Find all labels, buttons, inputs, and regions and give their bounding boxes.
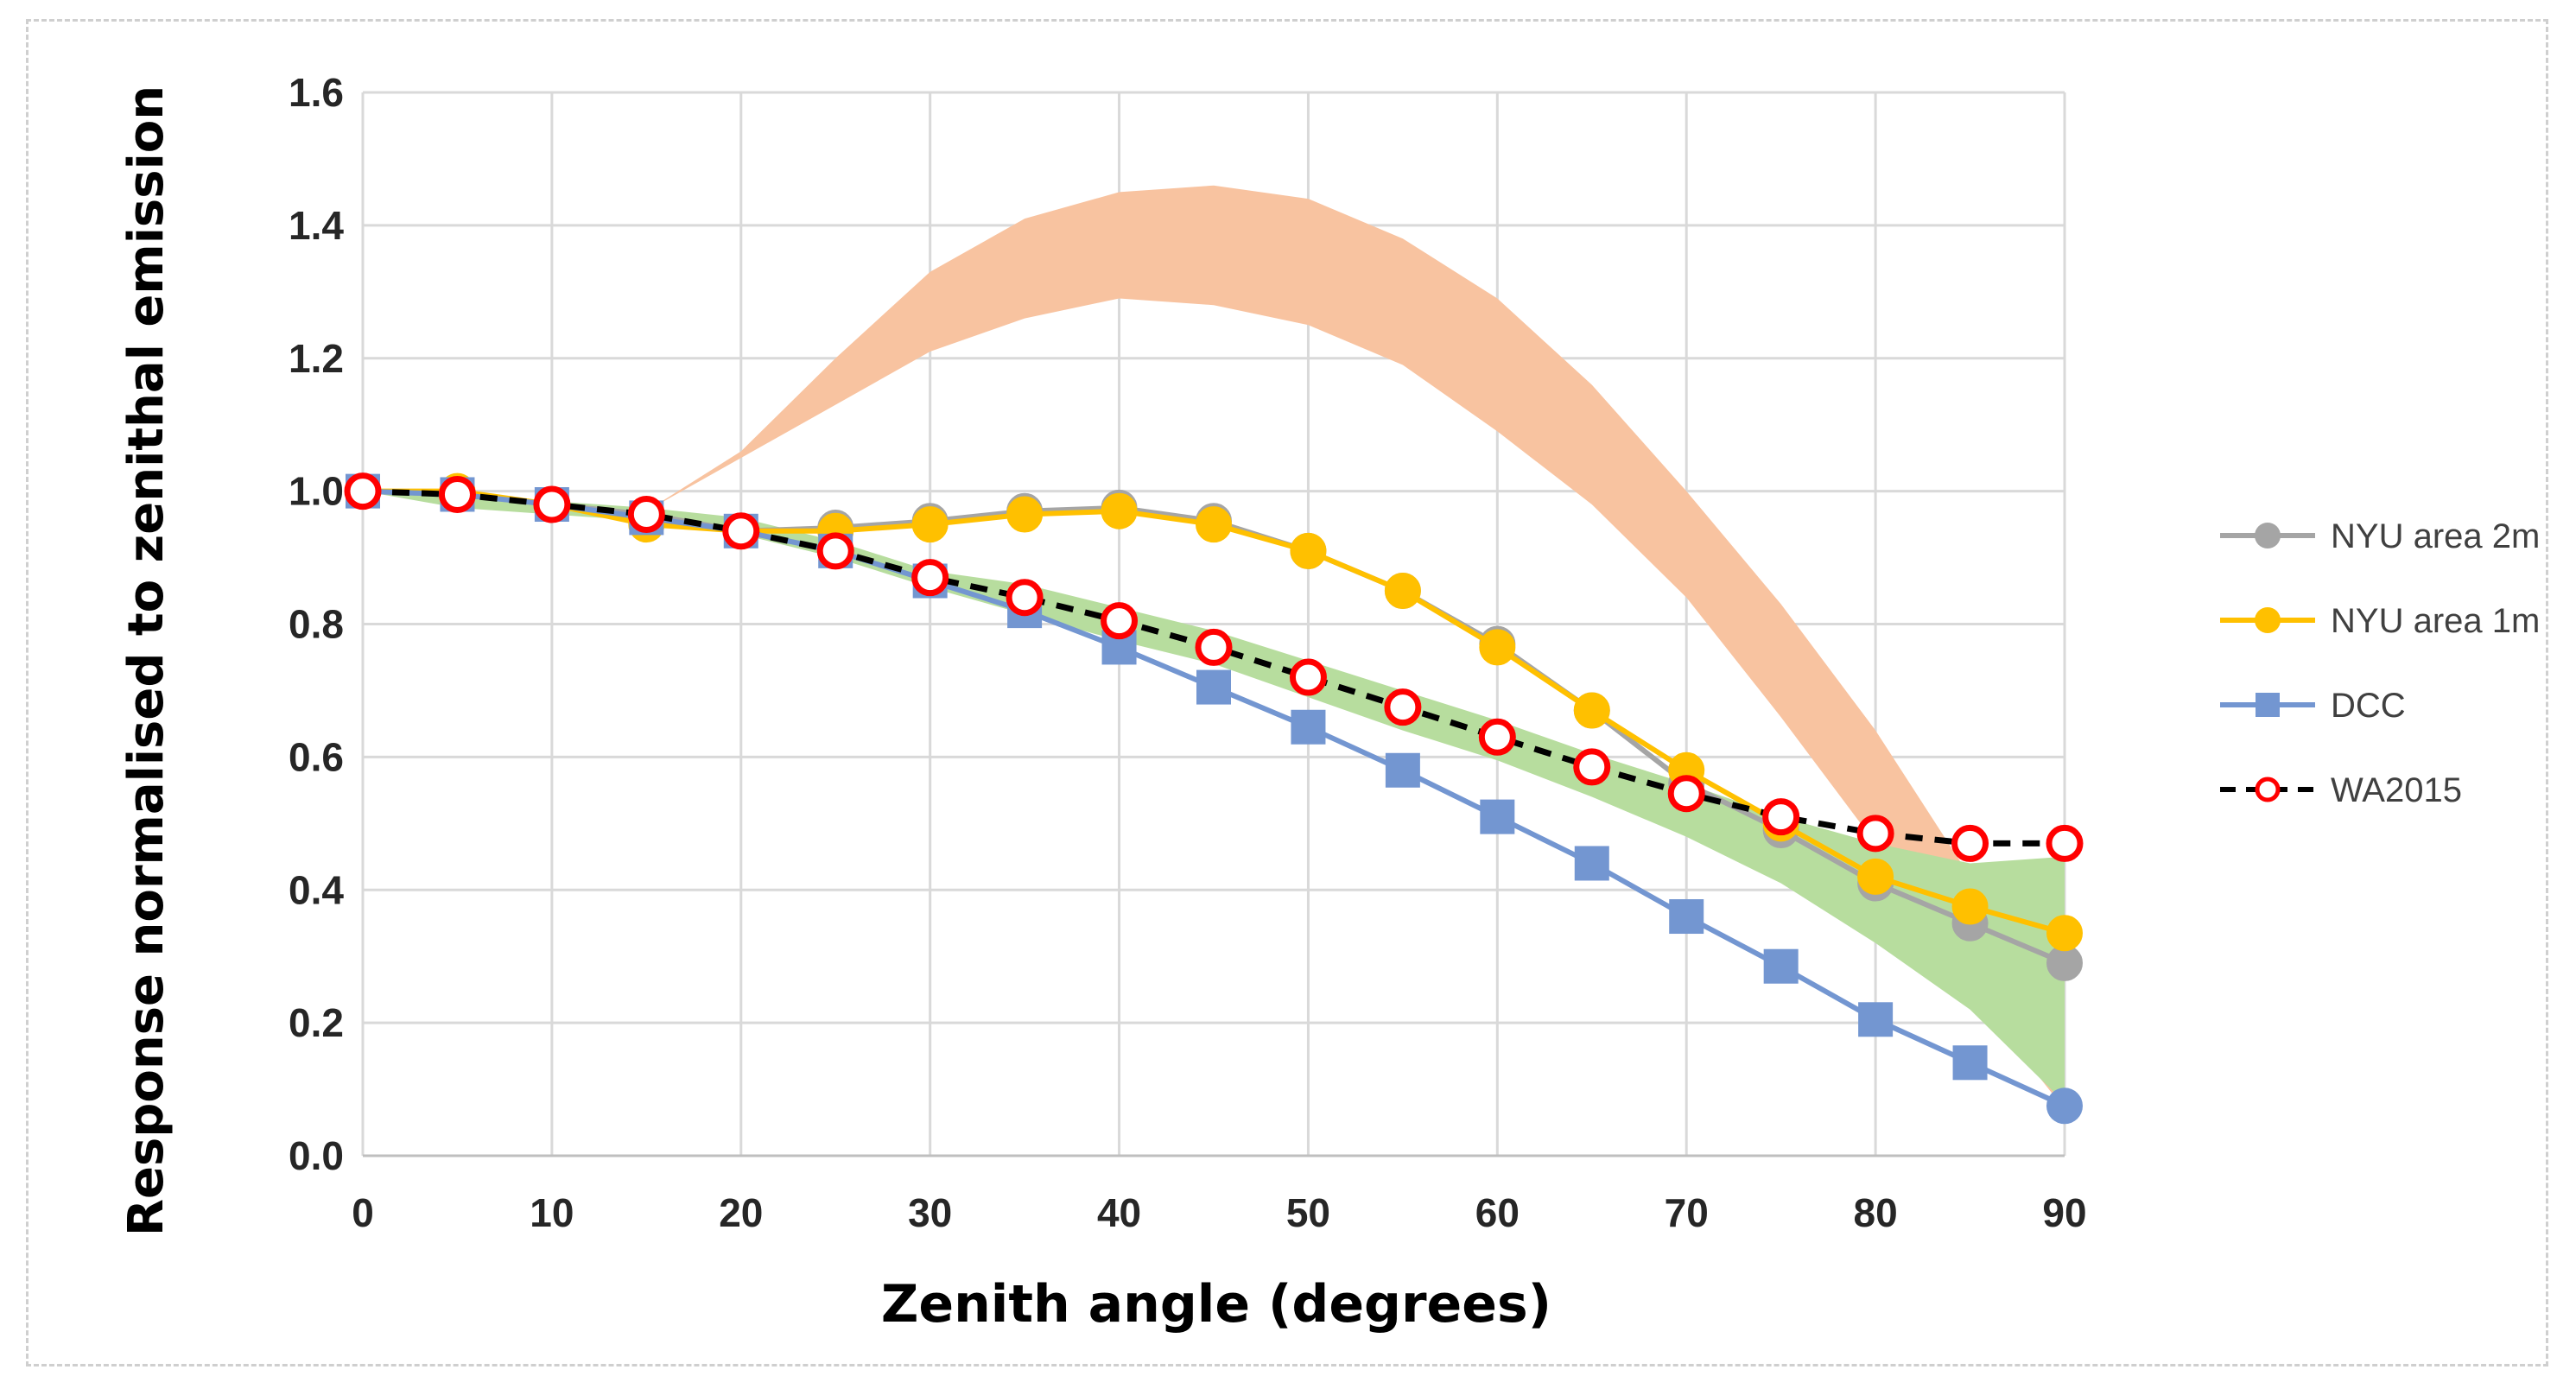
data-point <box>2046 915 2083 952</box>
legend-marker <box>2256 693 2280 717</box>
legend-item: NYU area 2m <box>2220 517 2540 555</box>
x-tick-label: 20 <box>719 1190 763 1235</box>
data-point <box>1479 629 1516 666</box>
x-tick-label: 70 <box>1665 1190 1709 1235</box>
data-point <box>1196 669 1231 705</box>
data-point <box>1669 899 1704 935</box>
data-point <box>533 485 571 523</box>
series-lines <box>344 472 2084 1125</box>
legend-label: NYU area 1m <box>2331 602 2540 640</box>
x-tick-label: 50 <box>1286 1190 1330 1235</box>
series-dcc <box>346 473 2083 1125</box>
data-point <box>1101 602 1139 640</box>
y-tick-label: 0.8 <box>289 602 344 647</box>
legend-marker <box>2255 607 2281 633</box>
legend-label: DCC <box>2331 687 2406 725</box>
legend-label: WA2015 <box>2331 771 2462 809</box>
data-point <box>1385 752 1420 788</box>
data-point <box>1573 748 1611 786</box>
data-point <box>1384 573 1421 610</box>
y-tick-label: 1.2 <box>289 336 344 381</box>
y-tick-label: 0.0 <box>289 1133 344 1178</box>
x-tick-label: 0 <box>352 1190 374 1235</box>
chart-frame <box>26 19 2548 1366</box>
data-point <box>1573 692 1610 729</box>
legend-marker <box>2255 777 2281 802</box>
data-point <box>1951 824 1989 862</box>
data-point <box>1856 815 1894 853</box>
data-point <box>1951 888 1989 925</box>
legend-marker <box>2255 523 2281 548</box>
y-tick-label: 0.2 <box>289 1000 344 1045</box>
data-point <box>816 532 854 570</box>
gridlines <box>361 91 2066 1157</box>
orange-band <box>646 185 2065 1110</box>
x-tick-label: 90 <box>2042 1190 2086 1235</box>
data-point <box>1290 532 1327 569</box>
x-tick-label: 10 <box>530 1190 574 1235</box>
y-tick-label: 1.0 <box>289 469 344 514</box>
data-point <box>1384 688 1422 726</box>
legend: NYU area 2m NYU area 1m DCC WA2015 <box>2220 517 2540 809</box>
legend-item: DCC <box>2220 687 2406 725</box>
data-point <box>1006 579 1044 617</box>
x-tick-label: 60 <box>1475 1190 1520 1235</box>
data-point <box>1006 496 1044 533</box>
data-point <box>344 472 382 510</box>
y-tick-label: 1.4 <box>289 203 344 248</box>
data-point <box>1101 492 1138 529</box>
data-point <box>911 506 949 543</box>
y-tick-label: 0.4 <box>289 867 344 912</box>
data-point <box>1196 506 1232 543</box>
data-point <box>627 496 665 534</box>
data-point <box>722 512 760 550</box>
x-axis-title: Zenith angle (degrees) <box>881 1274 1551 1335</box>
legend-item: NYU area 1m <box>2220 602 2540 640</box>
data-point <box>1574 846 1609 881</box>
legend-item: WA2015 <box>2220 771 2462 809</box>
y-tick-label: 0.6 <box>289 734 344 779</box>
data-point <box>1289 658 1327 696</box>
green-band <box>363 491 2065 1103</box>
y-axis-title: Response normalised to zenithal emission <box>118 86 174 1236</box>
data-point <box>1762 798 1800 836</box>
data-point <box>1478 718 1516 756</box>
data-point <box>438 475 476 513</box>
data-point <box>1667 775 1705 813</box>
data-point <box>1858 1002 1894 1037</box>
tick-labels: 0.0 0.2 0.4 0.6 0.8 1.0 1.2 1.4 1.6 0 10 20 30 40 50 60… <box>289 70 2087 1235</box>
data-point <box>1480 799 1515 834</box>
data-point <box>911 559 949 597</box>
data-point <box>1291 709 1326 745</box>
data-point <box>1763 948 1799 984</box>
series-wa2015 <box>344 472 2084 862</box>
data-point <box>1195 628 1233 666</box>
legend-label: NYU area 2m <box>2331 517 2540 555</box>
x-tick-label: 30 <box>908 1190 952 1235</box>
series-line <box>362 488 2066 1109</box>
data-point <box>2046 824 2084 862</box>
x-tick-label: 40 <box>1097 1190 1141 1235</box>
bands <box>363 185 2065 1110</box>
data-point <box>1952 1045 1988 1081</box>
data-point <box>2046 1087 2083 1125</box>
data-point <box>1857 858 1894 895</box>
x-tick-label: 80 <box>1854 1190 1898 1235</box>
y-tick-label: 1.6 <box>289 70 344 115</box>
